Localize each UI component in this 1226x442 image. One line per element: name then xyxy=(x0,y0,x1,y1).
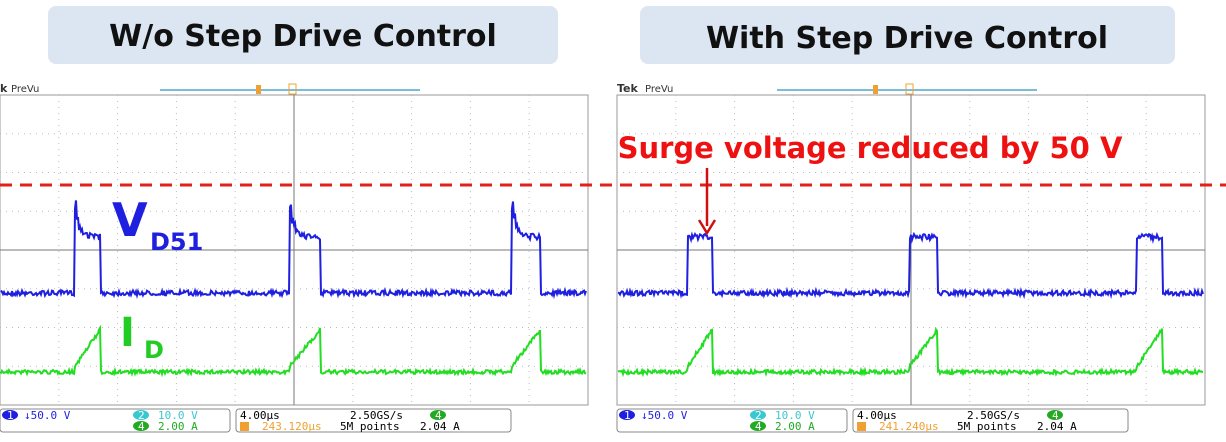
panel-title: With Step Drive Control xyxy=(706,21,1108,56)
mode: PreVu xyxy=(11,84,39,95)
pos-icon xyxy=(857,422,866,431)
ch-num: 4 xyxy=(138,420,145,433)
record: 5M points xyxy=(340,420,400,433)
pos-mark xyxy=(289,84,296,94)
trig-mark xyxy=(256,85,261,94)
vd-label: V xyxy=(112,193,148,247)
ch-num: 1 xyxy=(624,409,631,422)
ch-num: 4 xyxy=(755,420,762,433)
id-sub: D xyxy=(144,336,164,364)
id-label: I xyxy=(120,310,135,356)
ch1-scale: ↓50.0 V xyxy=(24,409,71,422)
record: 5M points xyxy=(957,420,1017,433)
panel-title: W/o Step Drive Control xyxy=(109,19,497,54)
trigger-level: 2.04 A xyxy=(420,420,460,433)
mode: PreVu xyxy=(645,84,673,95)
position: 241.240µs xyxy=(879,420,939,433)
ch1-scale: ↓50.0 V xyxy=(641,409,688,422)
ch4-scale: 2.00 A xyxy=(158,420,198,433)
position: 243.120µs xyxy=(262,420,322,433)
surge-note: Surge voltage reduced by 50 V xyxy=(618,131,1123,165)
brand: Tek xyxy=(617,82,639,95)
trig-mark xyxy=(873,85,878,94)
pos-icon xyxy=(240,422,249,431)
ch-num: 1 xyxy=(7,409,14,422)
trigger-level: 2.04 A xyxy=(1037,420,1077,433)
pos-mark xyxy=(906,84,913,94)
ch4-scale: 2.00 A xyxy=(775,420,815,433)
brand: k xyxy=(0,82,8,95)
figure: W/o Step Drive Control With Step Drive C… xyxy=(0,0,1226,442)
vd-sub: D51 xyxy=(150,228,203,256)
